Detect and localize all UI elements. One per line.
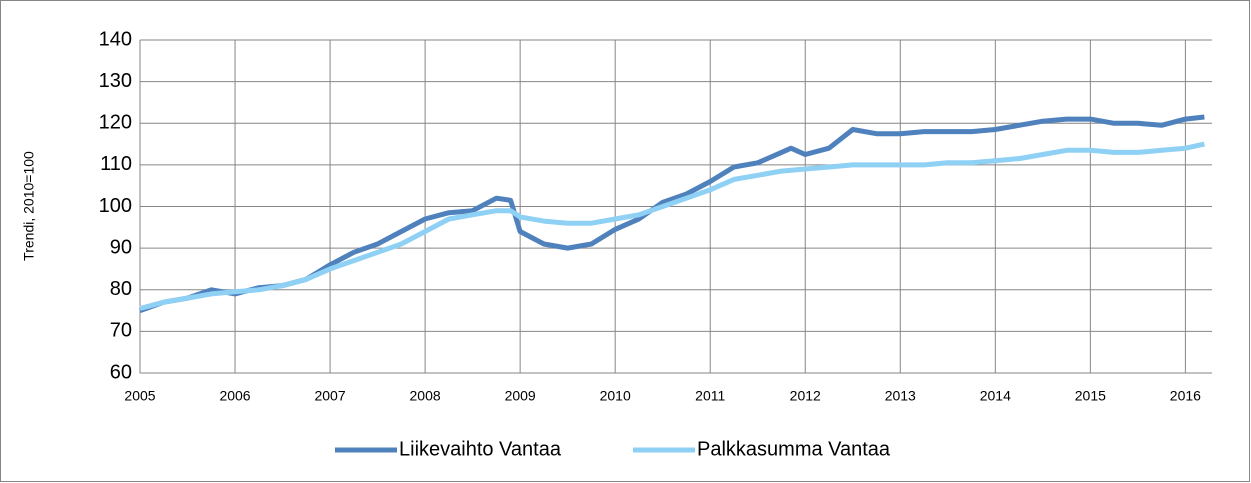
legend-label: Liikevaihto Vantaa — [399, 438, 562, 460]
x-tick-label: 2009 — [505, 388, 536, 404]
x-tick-label: 2008 — [410, 388, 441, 404]
x-tick-label: 2013 — [885, 388, 916, 404]
y-tick-label: 90 — [110, 236, 132, 258]
y-tick-label: 60 — [110, 361, 132, 383]
line-series — [139, 114, 1205, 313]
y-tick-label: 110 — [100, 153, 132, 175]
x-tick-label: 2014 — [980, 388, 1011, 404]
x-tick-label: 2015 — [1075, 388, 1106, 404]
y-tick-label: 70 — [110, 320, 132, 342]
y-tick-label: 100 — [99, 195, 132, 217]
y-tick-label: 120 — [99, 112, 132, 134]
y-tick-label: 80 — [110, 278, 132, 300]
y-axis-label: Trendi, 2010=100 — [21, 151, 37, 261]
x-tick-label: 2010 — [600, 388, 631, 404]
legend-label: Palkkasumma Vantaa — [697, 438, 891, 460]
y-tick-label: 130 — [99, 70, 132, 92]
x-tick-label: 2012 — [790, 388, 821, 404]
x-tick-label: 2011 — [695, 388, 725, 404]
x-tick-label: 2007 — [314, 388, 345, 404]
x-tick-label: 2016 — [1170, 388, 1201, 404]
x-tick-label: 2006 — [219, 388, 250, 404]
line-series — [139, 141, 1205, 311]
y-tick-label: 140 — [99, 28, 132, 50]
x-tick-label: 2005 — [124, 388, 155, 404]
